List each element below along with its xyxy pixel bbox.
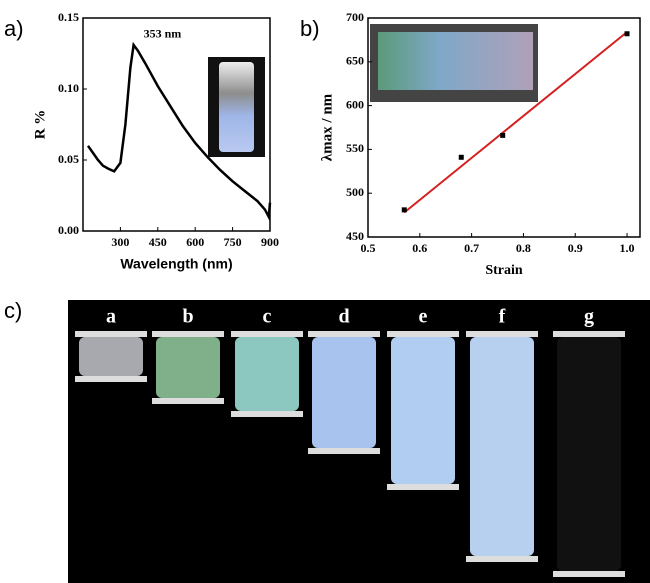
peak-annotation: 353 nm [144,27,182,41]
x-tick-label: 600 [186,235,204,249]
x-tick-label: 0.6 [412,241,427,255]
y-tick-label: 650 [346,54,364,68]
clamp [308,448,380,454]
y-axis-label: λmax / nm [319,93,335,161]
photo-label: g [584,306,594,328]
point [500,133,505,138]
x-tick-label: 0.9 [568,241,583,255]
y-axis-label: R % [32,110,48,140]
x-tick-label: 750 [224,235,242,249]
photo-label: e [419,306,428,328]
panel-label: b) [300,16,320,41]
y-tick-label: 600 [346,97,364,111]
y-tick-label: 450 [346,229,364,243]
point [402,207,407,212]
y-tick-label: 0.15 [58,10,79,24]
panel-label: a) [4,16,24,41]
photo-label: a [106,306,116,328]
photo-label: c [263,306,272,328]
x-tick-label: 0.8 [516,241,531,255]
clamp [553,571,625,577]
photo-label: d [338,306,349,328]
clamp [231,331,303,337]
clamp [152,398,224,404]
vial [219,62,254,152]
x-axis-label: Strain [485,263,523,278]
clamp [466,556,538,562]
photo-label: f [499,306,506,328]
figure: a) b) c) 300 450 600 750 900 0.00 0.05 0.10 0.15… [0,0,650,583]
sample [557,337,621,571]
x-tick-label: 300 [111,235,129,249]
sample [312,337,376,448]
y-tick-label: 0.00 [58,223,79,237]
y-tick-label: 0.10 [58,81,79,95]
panel-label: c) [4,298,22,323]
x-tick-label: 450 [149,235,167,249]
x-tick-label: 900 [261,235,279,249]
point [459,155,464,160]
sample [79,337,143,376]
clamp [308,331,380,337]
clamp [466,331,538,337]
clamp [75,376,147,382]
x-tick-label: 0.5 [361,241,376,255]
y-tick-label: 550 [346,141,364,155]
sample [470,337,534,556]
clamp [75,331,147,337]
x-axis-label: Wavelength (nm) [120,256,232,272]
clamp [387,331,459,337]
y-tick-label: 0.05 [58,152,79,166]
clamp [387,484,459,490]
x-tick-label: 1.0 [620,241,635,255]
y-tick-label: 700 [346,10,364,24]
point [625,31,630,36]
clamp [152,331,224,337]
sample [235,337,299,411]
sample [156,337,220,398]
sample [391,337,455,484]
film [378,32,533,90]
clamp [231,411,303,417]
x-tick-label: 0.7 [464,241,479,255]
photo-label: b [182,306,193,328]
clamp [553,331,625,337]
y-tick-label: 500 [346,185,364,199]
